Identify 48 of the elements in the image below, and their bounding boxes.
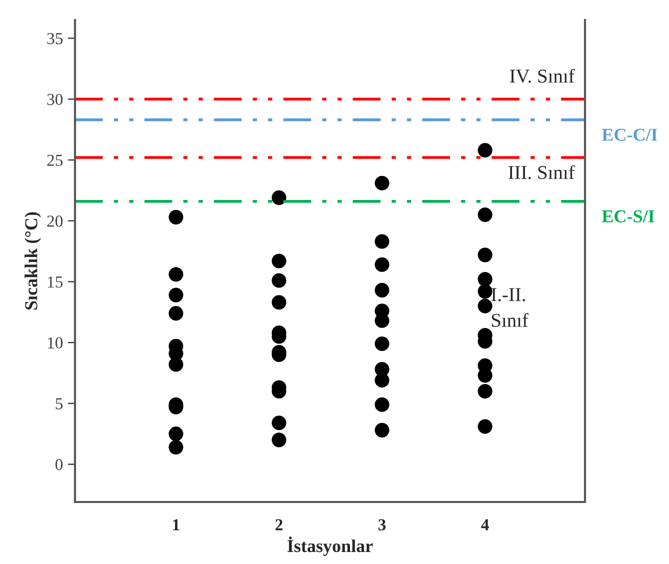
point [478,142,492,158]
point [478,207,492,222]
point [168,357,184,372]
point [478,384,492,399]
point [272,295,286,310]
x-tick-label: 1 [173,519,180,530]
y-tick-label: 20 [47,216,63,227]
point [272,416,286,430]
point [478,272,492,287]
annotation: I.-II. Sınıf [491,288,528,327]
ref-line-label: EC-C/I [602,128,658,141]
x-tick-label: 3 [378,519,386,530]
point [374,422,390,438]
point [374,336,390,352]
point [478,298,492,314]
x-axis-title: İstasyonlar [287,536,373,556]
point [478,419,492,434]
point [272,273,286,288]
point [168,426,184,442]
point [168,210,184,224]
y-tick-label: 25 [47,154,63,166]
y-tick-label: 15 [48,276,63,288]
point [374,257,390,272]
ref-line-label: EC-S/I [602,210,654,222]
point [374,176,390,190]
point [168,306,184,321]
point [272,432,286,448]
y-tick-label: 35 [47,33,63,44]
point [374,234,390,249]
point [272,254,286,268]
y-tick-label: 0 [55,458,63,470]
y-tick-label: 30 [47,94,63,106]
point [478,284,492,299]
point [272,190,286,205]
x-tick-label: 2 [276,519,282,530]
y-axis-title: Sıcaklık (°C) [24,212,41,310]
y-tick-label: 10 [48,337,63,348]
point [478,248,492,262]
x-tick-label: 4 [481,519,489,530]
point [168,267,184,282]
annotation: III. Sınıf [508,165,575,180]
point [168,440,184,455]
point [374,373,390,388]
y-tick-label: 5 [56,398,63,410]
annotation: IV. Sınıf [510,68,575,83]
point [374,397,390,412]
point [374,282,390,298]
point [168,288,184,302]
